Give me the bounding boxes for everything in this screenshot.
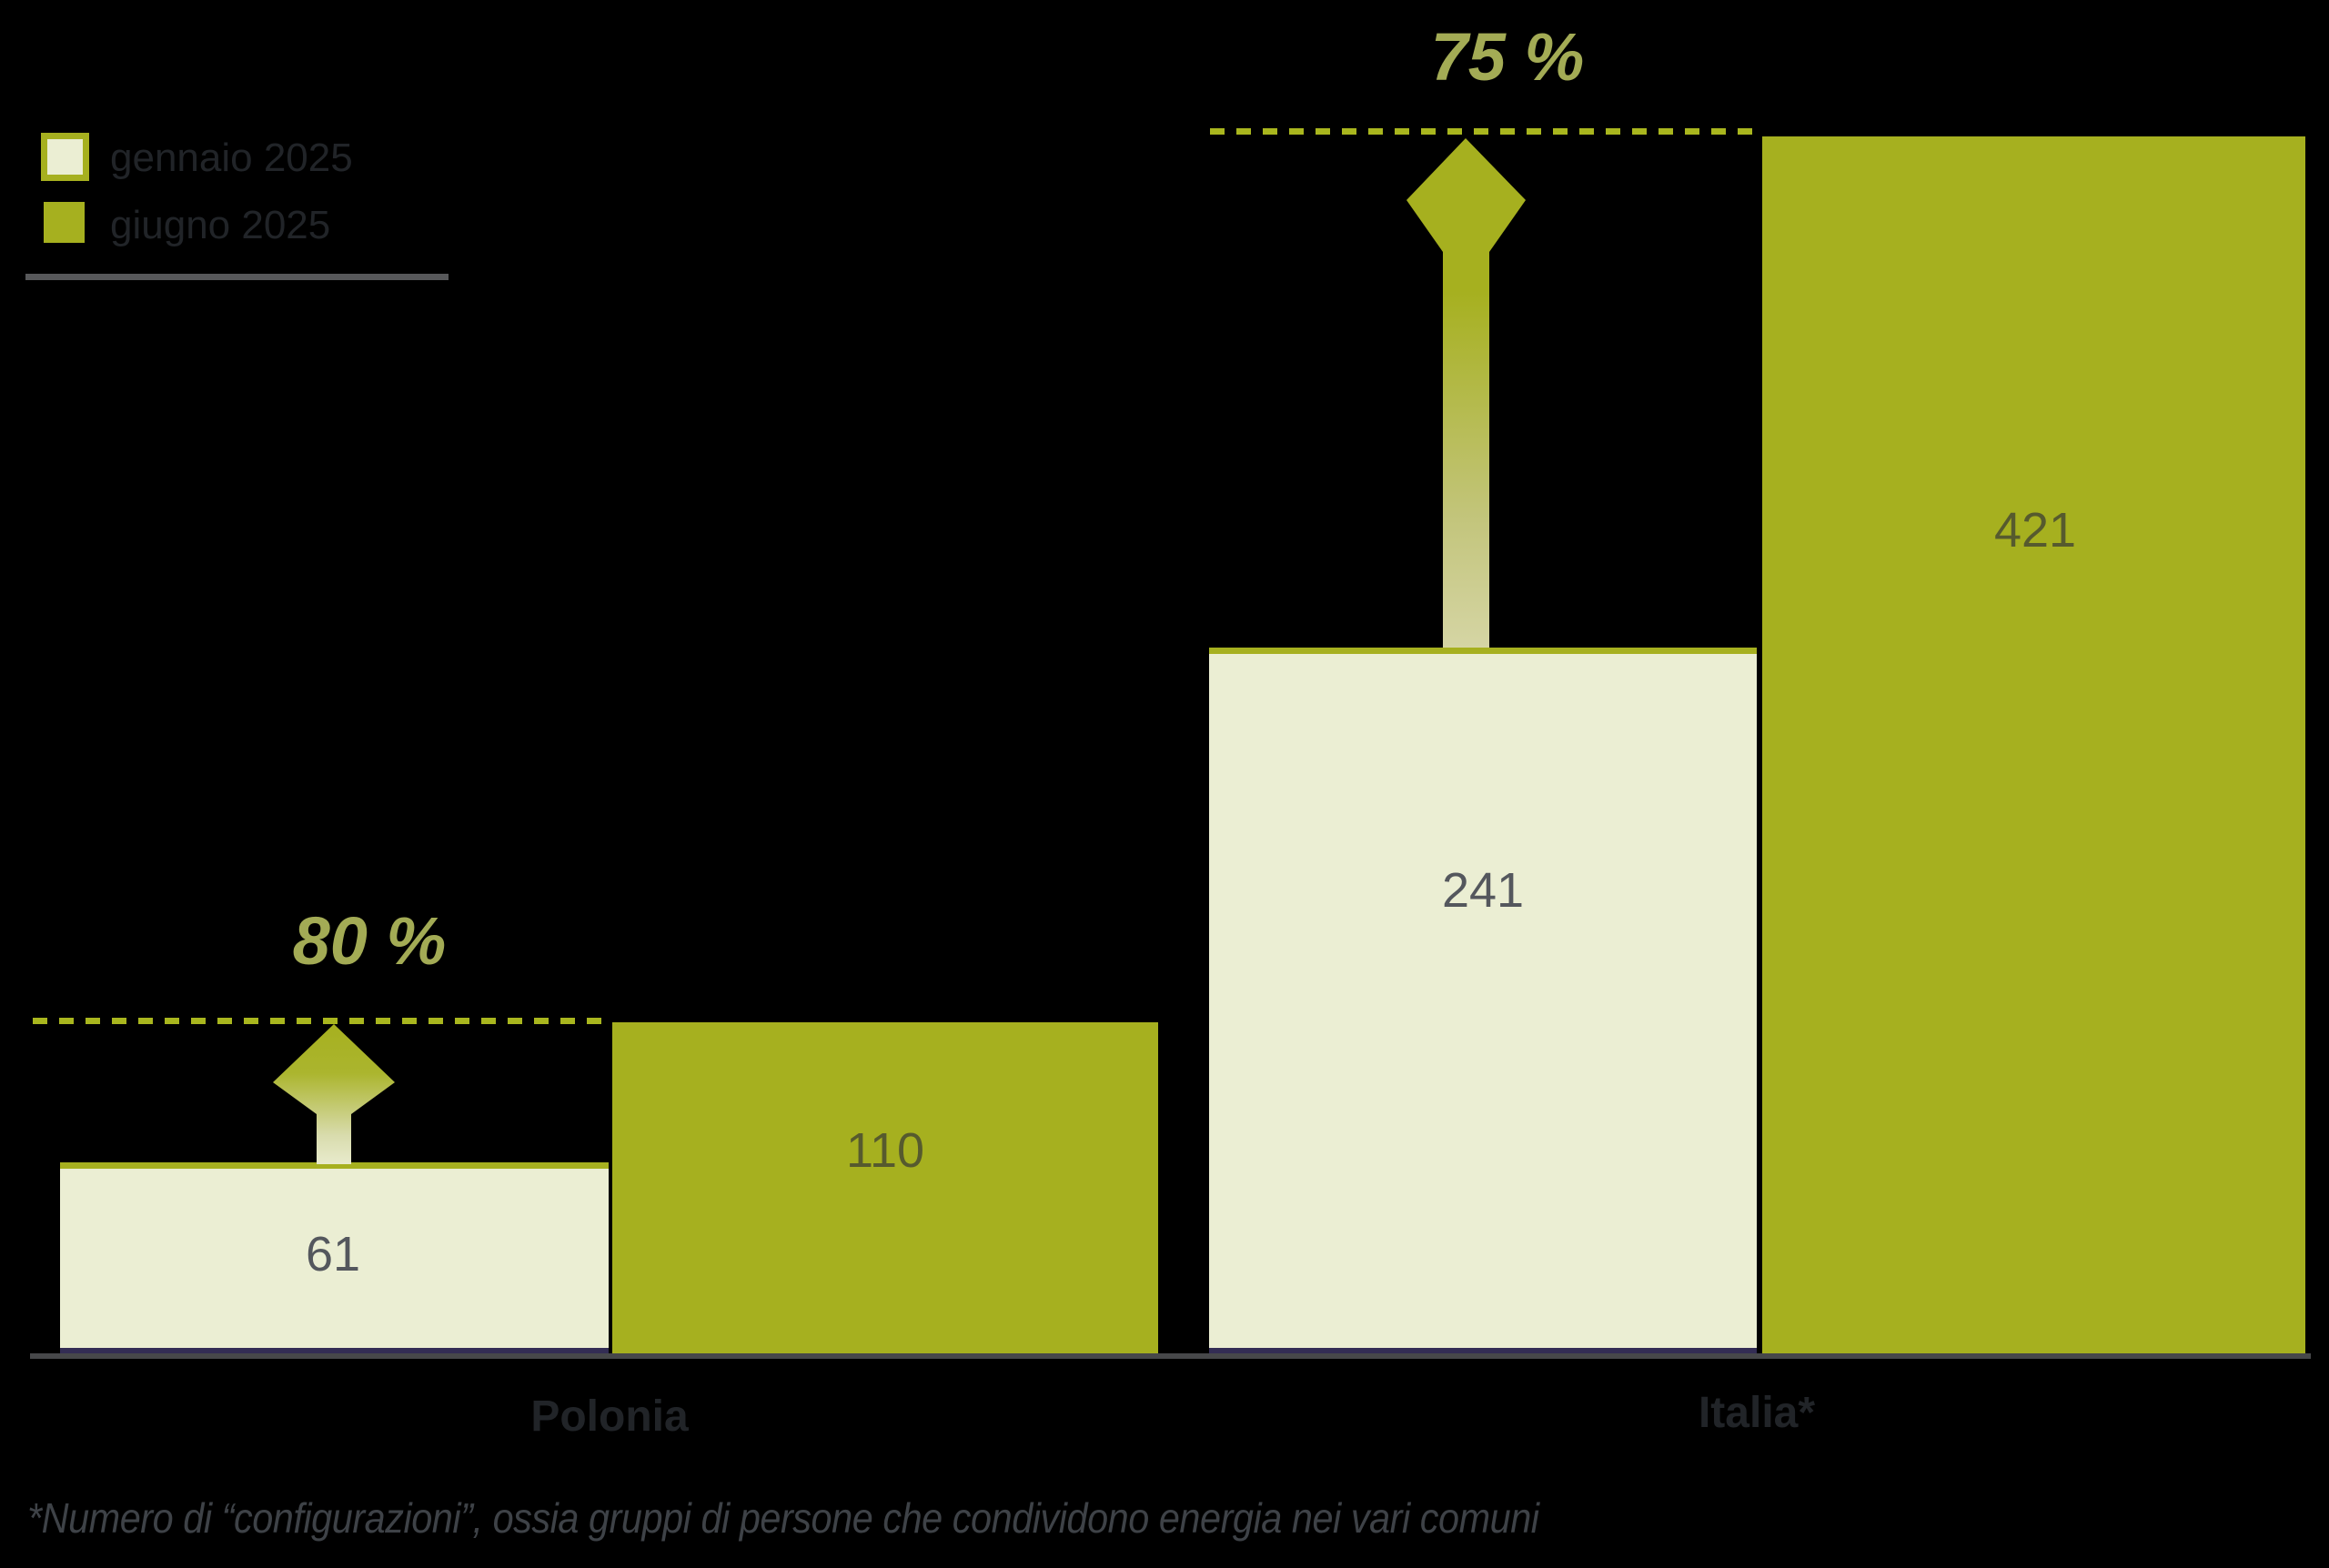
legend-divider (25, 274, 449, 280)
bar-gennaio-polonia (60, 1162, 609, 1353)
bar-value-giugno-polonia: 110 (845, 1123, 925, 1178)
target-dashed-line-italia (1210, 128, 1757, 135)
legend-swatch-gennaio (41, 133, 89, 181)
x-axis-line (30, 1353, 2311, 1359)
growth-arrow-up-icon-polonia (273, 1024, 395, 1164)
legend-label-giugno: giugno 2025 (110, 203, 331, 247)
growth-arrow-up-icon-italia (1406, 138, 1526, 648)
growth-label-polonia: 80 % (292, 903, 447, 979)
legend-label-gennaio: gennaio 2025 (110, 136, 353, 180)
x-axis-label-italia: Italia* (1698, 1389, 1816, 1437)
bar-value-gennaio-polonia: 61 (305, 1227, 361, 1282)
bar-value-giugno-italia: 421 (1993, 503, 2077, 558)
target-dashed-line-polonia (33, 1018, 606, 1024)
chart-footnote: *Numero di “configurazioni”, ossia grupp… (27, 1494, 1539, 1542)
bar-giugno-italia (1762, 136, 2305, 1353)
growth-label-italia: 75 % (1430, 19, 1585, 95)
bar-value-gennaio-italia: 241 (1441, 863, 1525, 918)
bar-gennaio-italia (1209, 648, 1757, 1353)
legend-swatch-giugno (44, 202, 85, 243)
bar-giugno-polonia (612, 1022, 1158, 1353)
x-axis-label-polonia: Polonia (530, 1392, 689, 1441)
